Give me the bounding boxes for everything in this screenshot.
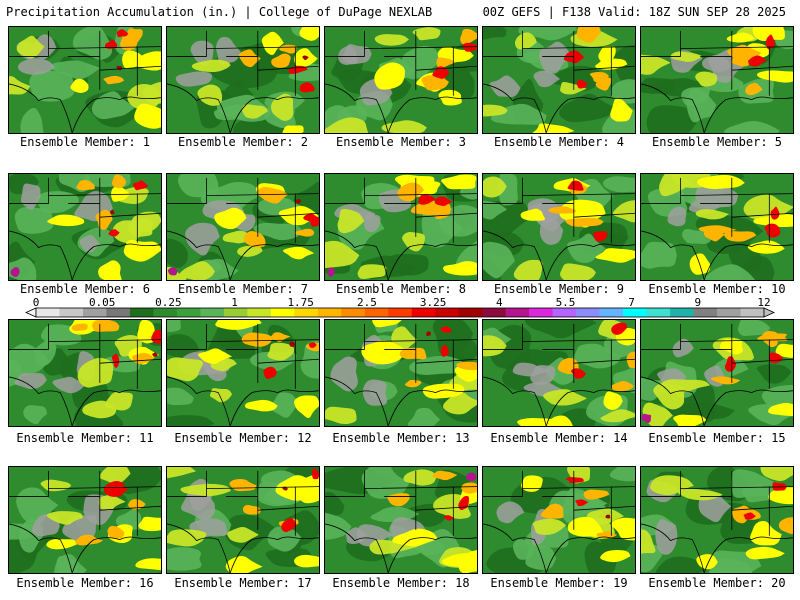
- colorbar-arrow-left: [25, 307, 37, 318]
- colorbar-bin: [529, 308, 553, 317]
- colorbar-tick-label: 12: [757, 296, 770, 309]
- ensemble-member-label: Ensemble Member: 19: [490, 576, 628, 590]
- ensemble-member-map: [8, 319, 162, 427]
- precipitation-colorbar: 0 0.05 0.25 1 1.75 2.5 3.25 4 5.5 7 9 12: [25, 296, 775, 318]
- colorbar-bin: [552, 308, 577, 317]
- ensemble-member-map: [482, 26, 636, 134]
- ensemble-member-label: Ensemble Member: 6: [19, 282, 151, 296]
- colorbar-bin: [317, 308, 342, 317]
- colorbar-bin: [247, 308, 272, 317]
- ensemble-member-label: Ensemble Member: 14: [490, 431, 628, 445]
- ensemble-member-label: Ensemble Member: 11: [16, 431, 154, 445]
- colorbar-tick-label: 3.25: [420, 296, 447, 309]
- colorbar-tick-label: 4: [496, 296, 503, 309]
- colorbar-tick-label: 1.75: [287, 296, 314, 309]
- run-valid-time: 00Z GEFS | F138 Valid: 18Z SUN SEP 28 20…: [482, 5, 786, 19]
- ensemble-member-map: [482, 319, 636, 427]
- ensemble-member-label: Ensemble Member: 3: [335, 135, 467, 149]
- colorbar-bin: [200, 308, 225, 317]
- colorbar-bin: [176, 308, 201, 317]
- ensemble-member-label: Ensemble Member: 7: [177, 282, 309, 296]
- ensemble-member-label: Ensemble Member: 17: [174, 576, 312, 590]
- ensemble-member-label: Ensemble Member: 20: [648, 576, 786, 590]
- colorbar-tick-label: 5.5: [556, 296, 576, 309]
- ensemble-member-map: [166, 319, 320, 427]
- ensemble-member-label: Ensemble Member: 16: [16, 576, 154, 590]
- colorbar-bin: [646, 308, 671, 317]
- colorbar-arrow-right: [763, 307, 775, 318]
- colorbar-bin: [294, 308, 319, 317]
- ensemble-member-label: Ensemble Member: 18: [332, 576, 470, 590]
- ensemble-member-map: [8, 466, 162, 574]
- ensemble-member-label: Ensemble Member: 8: [335, 282, 467, 296]
- ensemble-member-map: [8, 26, 162, 134]
- ensemble-member-label: Ensemble Member: 1: [19, 135, 151, 149]
- ensemble-member-map: [166, 173, 320, 281]
- colorbar-bin: [388, 308, 413, 317]
- colorbar-tick-label: 7: [628, 296, 635, 309]
- ensemble-member-map: [640, 173, 794, 281]
- colorbar-bin: [505, 308, 530, 317]
- ensemble-member-label: Ensemble Member: 2: [177, 135, 309, 149]
- colorbar-bin: [435, 308, 460, 317]
- colorbar-bin: [59, 308, 84, 317]
- colorbar-bin: [82, 308, 107, 317]
- colorbar-bin: [364, 308, 389, 317]
- ensemble-member-map: [324, 319, 478, 427]
- ensemble-member-map: [324, 173, 478, 281]
- ensemble-member-map: [640, 319, 794, 427]
- colorbar-bin: [458, 308, 483, 317]
- ensemble-member-map: [482, 466, 636, 574]
- ensemble-member-label: Ensemble Member: 4: [493, 135, 625, 149]
- ensemble-member-map: [324, 26, 478, 134]
- colorbar-bin: [576, 308, 600, 317]
- ensemble-member-label: Ensemble Member: 10: [648, 282, 786, 296]
- colorbar-tick-label: 0.25: [155, 296, 182, 309]
- colorbar-bin: [693, 308, 718, 317]
- ensemble-member-map: [640, 466, 794, 574]
- colorbar-tick-label: 1: [231, 296, 238, 309]
- ensemble-member-map: [166, 466, 320, 574]
- ensemble-member-label: Ensemble Member: 12: [174, 431, 312, 445]
- colorbar-tick-label: 0: [33, 296, 40, 309]
- ensemble-member-label: Ensemble Member: 13: [332, 431, 470, 445]
- colorbar-tick-label: 9: [694, 296, 701, 309]
- colorbar-bin: [223, 308, 248, 317]
- colorbar-bin: [599, 308, 624, 317]
- ensemble-member-map: [166, 26, 320, 134]
- ensemble-member-map: [482, 173, 636, 281]
- colorbar-bin: [482, 308, 506, 317]
- colorbar-bin: [270, 308, 295, 317]
- colorbar-bin: [670, 308, 694, 317]
- ensemble-member-map: [8, 173, 162, 281]
- colorbar-tick-label: 2.5: [357, 296, 377, 309]
- colorbar-bin: [411, 308, 436, 317]
- colorbar-bin: [341, 308, 366, 317]
- colorbar-bin: [740, 308, 765, 317]
- ensemble-member-label: Ensemble Member: 15: [648, 431, 786, 445]
- ensemble-member-label: Ensemble Member: 9: [493, 282, 625, 296]
- ensemble-member-label: Ensemble Member: 5: [651, 135, 783, 149]
- colorbar-bin: [106, 308, 131, 317]
- colorbar-tick-label: 0.05: [89, 296, 116, 309]
- colorbar-bin: [717, 308, 741, 317]
- colorbar-bin: [129, 308, 154, 317]
- colorbar-bin: [623, 308, 647, 317]
- colorbar-bin: [153, 308, 178, 317]
- chart-title: Precipitation Accumulation (in.) | Colle…: [6, 5, 433, 19]
- ensemble-member-map: [640, 26, 794, 134]
- colorbar-bin: [36, 308, 60, 317]
- ensemble-member-map: [324, 466, 478, 574]
